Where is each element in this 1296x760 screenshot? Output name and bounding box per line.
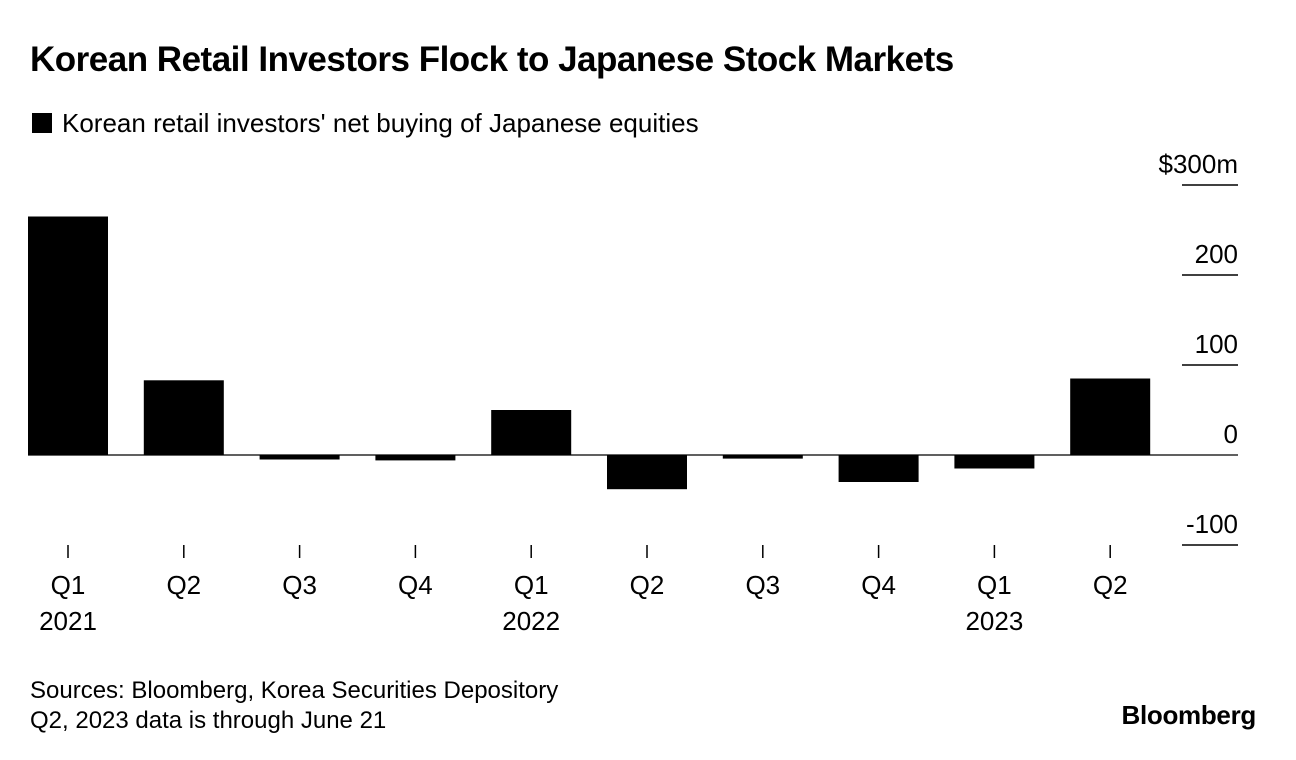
bar-9 <box>954 455 1035 469</box>
bar-3 <box>259 455 340 460</box>
y-tick-label: $300m <box>1159 149 1239 179</box>
x-tick-label: Q1 <box>514 570 549 600</box>
x-tick-label: Q2 <box>1093 570 1128 600</box>
legend: Korean retail investors' net buying of J… <box>32 106 699 140</box>
bar-8 <box>838 455 919 482</box>
bar-7 <box>722 455 803 459</box>
sources-note: Sources: Bloomberg, Korea Securities Dep… <box>30 677 559 704</box>
legend-label: Korean retail investors' net buying of J… <box>62 107 699 138</box>
x-tick-label: Q3 <box>745 570 780 600</box>
y-tick-label: 100 <box>1195 329 1238 359</box>
x-year-label: 2021 <box>39 606 97 636</box>
x-tick-label: Q1 <box>51 570 86 600</box>
legend-swatch <box>32 113 52 133</box>
x-tick-label: Q4 <box>861 570 896 600</box>
x-tick-label: Q4 <box>398 570 433 600</box>
data-note: Q2, 2023 data is through June 21 <box>30 707 387 734</box>
bar-chart: $300m 200 100 0 -100 Q1 2021 Q2 Q3 Q4 Q1 2022 Q2 Q3 Q4… <box>28 149 1239 636</box>
y-tick-label: 200 <box>1195 239 1238 269</box>
x-tick-label: Q1 <box>977 570 1012 600</box>
bar-10 <box>1070 378 1151 455</box>
x-tick-label: Q3 <box>282 570 317 600</box>
y-tick-label: 0 <box>1224 419 1238 449</box>
bar-4 <box>375 455 456 461</box>
bar-1 <box>28 216 108 455</box>
footer: Sources: Bloomberg, Korea Securities Dep… <box>30 676 558 736</box>
bar-2 <box>143 380 224 455</box>
bar-5 <box>491 410 572 455</box>
x-tick-label: Q2 <box>166 570 201 600</box>
x-year-label: 2022 <box>502 606 560 636</box>
x-year-label: 2023 <box>965 606 1023 636</box>
chart-title: Korean Retail Investors Flock to Japanes… <box>30 40 954 79</box>
x-tick-label: Q2 <box>630 570 665 600</box>
bar-6 <box>607 455 687 490</box>
y-tick-label: -100 <box>1186 509 1238 539</box>
bloomberg-logo: Bloomberg <box>1121 700 1256 730</box>
